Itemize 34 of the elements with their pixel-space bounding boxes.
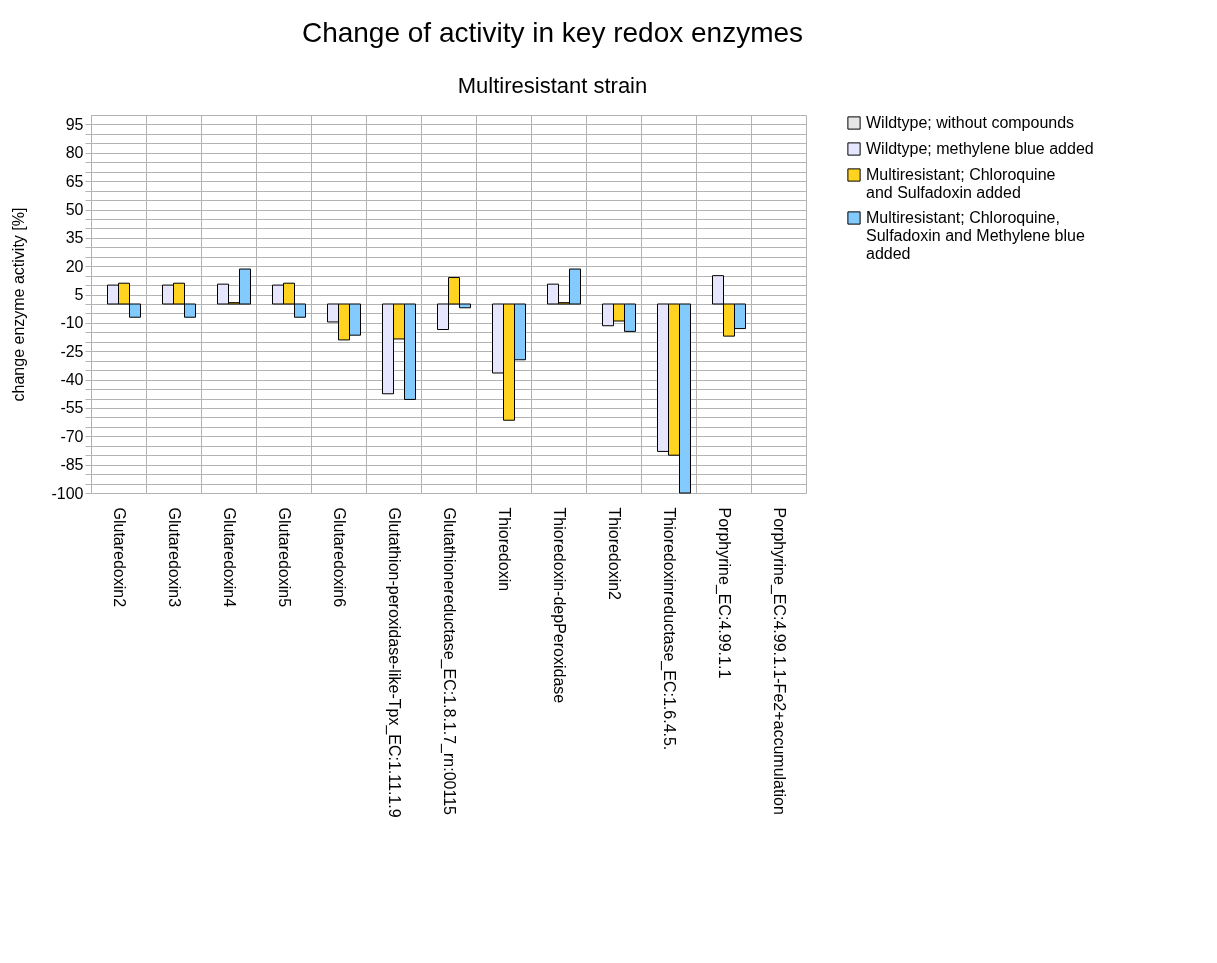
legend-label: Multiresistant; Chloroquine and Sulfadoxin added: [866, 166, 1056, 201]
y-tick-label: 95: [65, 115, 84, 133]
x-tick-label: Thioredoxin-depPeroxidase: [550, 507, 568, 704]
y-tick-label: 35: [65, 229, 84, 247]
y-tick-label: -40: [60, 371, 84, 389]
y-tick-label: -70: [60, 427, 84, 445]
x-tick-label: Thioredoxinreductase_EC:1.6.4.5.: [659, 507, 678, 751]
x-tick-label: Thioredoxin: [495, 507, 513, 592]
y-tick-label: -100: [51, 484, 84, 502]
x-tick-label: Glutathion-peroxidase-like-Tpx_EC:1.11.1.9: [384, 507, 403, 818]
y-tick-label: 5: [74, 286, 84, 304]
x-tick-label: Glutaredoxin4: [220, 507, 238, 608]
y-tick-label: 65: [65, 172, 84, 190]
x-tick-label: Glutaredoxin5: [275, 507, 293, 608]
legend-label: Wildtype; methylene blue added: [866, 140, 1094, 157]
x-tick-label: Glutaredoxin2: [110, 507, 128, 608]
legend-label: Wildtype; without compounds: [866, 114, 1075, 131]
x-tick-label: Porphyrine_EC:4.99.1.1: [714, 507, 733, 679]
chart-title: Change of activity in key redox enzymes: [301, 17, 804, 48]
x-tick-label: Glutathionereductase_EC:1.8.1.7_rn:00115: [439, 507, 458, 816]
y-axis-title: change enzyme activity [%]: [10, 207, 28, 402]
y-tick-label: 20: [65, 257, 84, 275]
chart-subtitle: Multiresistant strain: [457, 73, 648, 98]
legend-label: Multiresistant; Chloroquine, Sulfadoxin and Methylene blue added: [866, 209, 1085, 262]
x-tick-label: Glutaredoxin3: [165, 507, 183, 608]
y-tick-label: 50: [65, 201, 84, 218]
y-tick-label: 80: [65, 144, 84, 162]
x-tick-label: Porphyrine_EC:4.99.1.1-Fe2+accumulation: [769, 507, 788, 815]
x-tick-label: Glutaredoxin6: [330, 507, 348, 608]
y-tick-label: -25: [60, 342, 84, 360]
x-tick-label: Thioredoxin2: [605, 507, 623, 601]
y-tick-label: -85: [60, 456, 84, 474]
y-tick-label: -55: [60, 399, 84, 417]
y-tick-label: -10: [60, 314, 84, 332]
